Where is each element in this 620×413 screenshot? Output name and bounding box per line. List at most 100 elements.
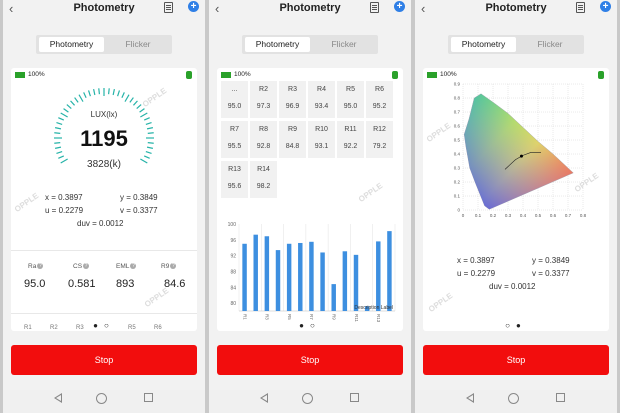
back-arrow-icon[interactable]: ‹ <box>9 1 14 16</box>
system-nav-bar <box>3 390 205 413</box>
tab-flicker[interactable]: Flicker <box>125 39 151 49</box>
duv-value: duv = 0.0012 <box>489 282 536 291</box>
add-icon[interactable]: + <box>394 1 405 12</box>
gauge-tick <box>129 97 134 103</box>
nav-back-icon[interactable] <box>54 393 62 406</box>
gauge-tick <box>146 146 154 149</box>
add-icon[interactable]: + <box>188 1 199 12</box>
ri-label: R4 <box>317 86 326 93</box>
document-icon[interactable] <box>576 2 585 13</box>
help-icon: ? <box>37 263 44 269</box>
page-dot: ○ <box>104 321 115 330</box>
gauge-tick <box>121 92 125 99</box>
tab-photometry[interactable]: Photometry <box>39 37 104 52</box>
gauge-tick <box>74 97 79 103</box>
stop-button[interactable]: Stop <box>423 345 609 375</box>
gauge-tick <box>108 88 110 95</box>
ri-label: R7 <box>230 126 239 133</box>
cie-x-tick: 0.2 <box>490 213 497 218</box>
gauge-tick <box>63 108 69 113</box>
photometry-screen-ri: ‹ Photometry + Photometry Flicker 100% .… <box>209 0 411 413</box>
document-icon[interactable] <box>370 2 379 13</box>
tab-photometry[interactable]: Photometry <box>451 37 516 52</box>
cct-value: 3828(k) <box>87 159 121 170</box>
top-bar: ‹ Photometry + <box>3 0 205 20</box>
cie-card: 100% OPPLE OPPLE 0 0.1 0.2 0.3 0.4 0.5 0.6 0.7 0… <box>423 68 609 331</box>
ri-value: 97.3 <box>256 103 271 110</box>
nav-home-icon[interactable] <box>96 393 107 407</box>
ri-cell: R11 92.2 <box>337 121 364 158</box>
tab-switcher: Photometry Flicker <box>448 35 584 54</box>
y-tick-label: 100 <box>228 222 237 228</box>
bluetooth-icon <box>392 71 398 79</box>
gauge-tick <box>54 132 61 134</box>
y-tick-label: 96 <box>230 238 236 244</box>
y-tick-label: 84 <box>230 285 236 291</box>
watermark: OPPLE <box>142 286 171 309</box>
cie-y-tick: 0.9 <box>454 82 461 87</box>
back-arrow-icon[interactable]: ‹ <box>215 1 220 16</box>
ri-label: R6 <box>375 86 384 93</box>
ri-label: R12 <box>373 126 386 133</box>
gauge-tick <box>139 108 145 113</box>
ri-label: ... <box>231 86 238 93</box>
bluetooth-icon <box>186 71 192 79</box>
page-dot: ○ <box>310 321 321 330</box>
gauge-tick <box>146 127 154 130</box>
back-arrow-icon[interactable]: ‹ <box>421 1 426 16</box>
peek-label: R6 <box>154 325 162 331</box>
battery-icon <box>427 72 437 78</box>
x-tick-label: R1 <box>242 314 247 320</box>
battery-level: 100% <box>440 71 457 78</box>
nav-back-icon[interactable] <box>466 393 474 406</box>
bar-R14 <box>387 231 392 311</box>
v-coordinate: v = 0.3377 <box>532 269 570 278</box>
gauge-tick <box>117 90 121 97</box>
ri-label: R11 <box>344 126 357 133</box>
bar-R12 <box>364 306 370 311</box>
gauge-tick <box>98 88 100 95</box>
bar-R5 <box>286 243 292 311</box>
stop-button[interactable]: Stop <box>11 345 197 375</box>
bluetooth-icon <box>598 71 604 79</box>
tab-flicker[interactable]: Flicker <box>331 39 357 49</box>
nav-recents-icon[interactable] <box>350 393 359 405</box>
nav-back-icon[interactable] <box>260 393 268 406</box>
bar-R7 <box>309 241 314 311</box>
ri-cell: R13 95.6 <box>221 161 248 198</box>
cie-y-tick: 0.3 <box>454 166 461 171</box>
nav-home-icon[interactable] <box>508 393 519 407</box>
ri-value: 93.1 <box>314 143 329 150</box>
gauge-tick <box>87 90 91 97</box>
y-coordinate: y = 0.3849 <box>532 256 570 265</box>
ri-label: R13 <box>228 166 241 173</box>
stop-button[interactable]: Stop <box>217 345 403 375</box>
ri-cell: R2 97.3 <box>250 81 277 118</box>
bar-R8 <box>320 252 325 311</box>
nav-recents-icon[interactable] <box>144 393 153 405</box>
nav-recents-icon[interactable] <box>556 393 565 405</box>
tab-photometry[interactable]: Photometry <box>245 37 310 52</box>
gauge-tick <box>56 121 63 125</box>
nav-home-icon[interactable] <box>302 393 313 407</box>
ri-card: 100% ... 95.0 R2 97.3 R3 96.9 R4 93.4 R5 95.0 R6 95… <box>217 68 403 331</box>
divider <box>11 250 197 251</box>
metric-value-ra: 95.0 <box>24 278 46 290</box>
bar-R9 <box>331 284 336 311</box>
spectral-locus-shade <box>464 93 574 210</box>
ri-cell: R10 93.1 <box>308 121 335 158</box>
x-coordinate: x = 0.3897 <box>45 193 83 202</box>
document-icon[interactable] <box>164 2 173 13</box>
gauge-tick <box>143 117 150 121</box>
tab-flicker[interactable]: Flicker <box>537 39 563 49</box>
metric-value-cs: 0.581 <box>68 278 96 290</box>
gauge-tick <box>132 100 138 106</box>
ri-cell: R4 93.4 <box>308 81 335 118</box>
add-icon[interactable]: + <box>600 1 611 12</box>
page-indicator: ●○ <box>3 321 205 330</box>
top-bar: ‹ Photometry + <box>209 0 411 20</box>
bar-R4 <box>275 250 281 311</box>
cie-x-tick: 0.6 <box>550 213 557 218</box>
page-dot: ○ <box>505 321 516 330</box>
gauge-tick <box>112 88 115 96</box>
